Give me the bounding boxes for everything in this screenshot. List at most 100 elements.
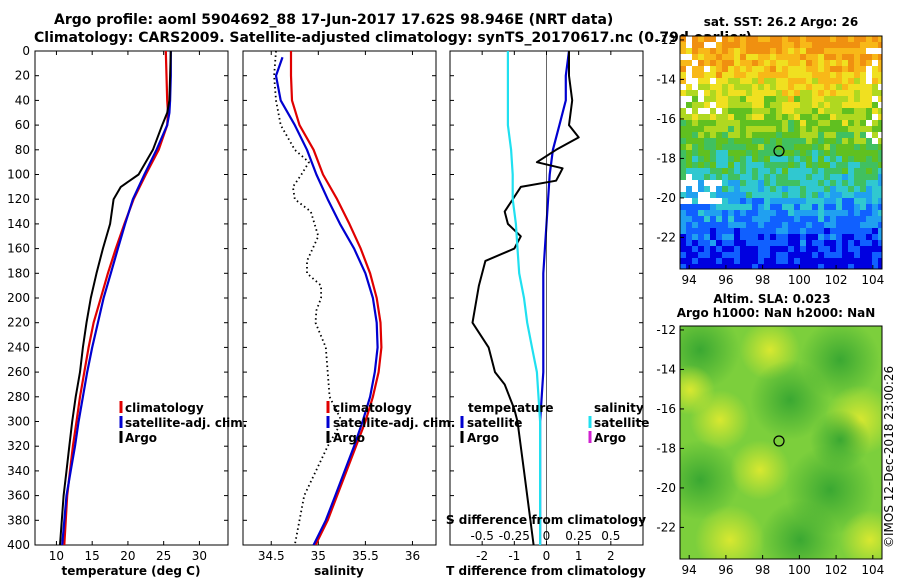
- sst-map-cell: [722, 108, 728, 114]
- sst-map-cell: [752, 222, 758, 228]
- sst-map-cell: [788, 108, 794, 114]
- sst-map-cell: [830, 240, 836, 246]
- sst-map-cell: [872, 132, 878, 138]
- sst-map-cell: [704, 54, 710, 60]
- sst-map-cell: [824, 144, 830, 150]
- sst-map-cell: [800, 72, 806, 78]
- sst-map-cell: [686, 72, 692, 78]
- sst-map-cell: [794, 72, 800, 78]
- sst-map-cell: [692, 36, 698, 42]
- sst-map-cell: [866, 252, 872, 258]
- difference-series: [471, 51, 580, 545]
- sst-map-cell: [764, 150, 770, 156]
- sst-map-cell: [842, 168, 848, 174]
- sst-map-cell: [764, 210, 770, 216]
- sst-map-cell: [704, 150, 710, 156]
- sst-map-cell: [752, 96, 758, 102]
- sst-map-cell: [734, 234, 740, 240]
- sst-map-cell: [872, 150, 878, 156]
- sst-map-cell: [716, 156, 722, 162]
- sst-map-cell: [692, 144, 698, 150]
- sst-map-cell: [728, 168, 734, 174]
- legend-label-argo: Argo: [125, 431, 157, 445]
- sst-map-cell: [746, 186, 752, 192]
- sst-map-cell: [806, 102, 812, 108]
- sst-map-cell: [812, 126, 818, 132]
- sst-map-cell: [764, 102, 770, 108]
- sst-map-cell: [698, 198, 704, 204]
- sla-map-blob: [680, 440, 740, 520]
- sst-map-cell: [848, 48, 854, 54]
- sst-map-cell: [848, 90, 854, 96]
- sst-map-cell: [788, 264, 794, 269]
- depth-tick-label: 180: [7, 266, 30, 280]
- sst-map-cell: [776, 126, 782, 132]
- sst-map-cell: [704, 168, 710, 174]
- sst-map-cell: [776, 204, 782, 210]
- sst-map-cell: [848, 150, 854, 156]
- sst-map-cell: [710, 144, 716, 150]
- sst-map-frame: [679, 35, 883, 270]
- series-line-climatology: [63, 51, 170, 545]
- sst-map-cell: [848, 252, 854, 258]
- x-tick-label: 0: [543, 549, 551, 563]
- sst-map-cell: [842, 90, 848, 96]
- sst-map-cell: [788, 132, 794, 138]
- sst-map-cell: [722, 36, 728, 42]
- sst-map-cell: [704, 96, 710, 102]
- sst-map-cell: [722, 132, 728, 138]
- sst-map-cell: [698, 252, 704, 258]
- sst-map-cell: [776, 180, 782, 186]
- sst-map-cell: [716, 126, 722, 132]
- sst-map-cell: [698, 174, 704, 180]
- sst-map-cell: [740, 216, 746, 222]
- sst-map-cell: [842, 78, 848, 84]
- sst-map-cell: [722, 66, 728, 72]
- sst-map-cell: [758, 228, 764, 234]
- sst-map-cell: [752, 66, 758, 72]
- sst-map-cell: [758, 192, 764, 198]
- sst-map-cell: [818, 162, 824, 168]
- sst-map-cell: [680, 204, 686, 210]
- sst-map-cell: [836, 204, 842, 210]
- x-tick-label: 25: [156, 549, 171, 563]
- sst-map-cell: [830, 264, 836, 269]
- sst-map-cell: [722, 114, 728, 120]
- sst-map-cell: [698, 102, 704, 108]
- sst-map-cell: [854, 162, 860, 168]
- sst-map-cell: [812, 54, 818, 60]
- sst-map-cell: [716, 192, 722, 198]
- sst-map-cell: [770, 210, 776, 216]
- sst-map-cell: [782, 42, 788, 48]
- sst-map-cell: [734, 258, 740, 264]
- sst-map-cell: [698, 264, 704, 269]
- sst-map-cell: [824, 156, 830, 162]
- sst-map-cell: [788, 180, 794, 186]
- sst-map-cell: [758, 180, 764, 186]
- sdiff-tick-label: 0: [543, 529, 551, 543]
- sst-map-cell: [698, 192, 704, 198]
- sst-map-cell: [818, 222, 824, 228]
- sst-map-cell: [812, 204, 818, 210]
- sst-map-cell: [872, 252, 878, 258]
- sst-map-cell: [818, 216, 824, 222]
- sst-map-cell: [788, 216, 794, 222]
- sst-map-cell: [716, 186, 722, 192]
- sla-map-blob: [750, 360, 830, 440]
- sst-map-cell: [710, 216, 716, 222]
- sst-map-cell: [860, 66, 866, 72]
- sst-map-cell: [872, 102, 878, 108]
- sst-map-cell: [680, 156, 686, 162]
- sst-map-cell: [842, 114, 848, 120]
- sst-map-cell: [758, 114, 764, 120]
- sst-map-cell: [800, 258, 806, 264]
- sst-map-cell: [878, 192, 882, 198]
- sst-map-cell: [842, 60, 848, 66]
- sst-map-cell: [776, 102, 782, 108]
- sst-map-cell: [746, 114, 752, 120]
- sst-map-cell: [734, 150, 740, 156]
- sst-map-cell: [800, 216, 806, 222]
- sst-map-cell: [866, 204, 872, 210]
- sst-map-cell: [824, 72, 830, 78]
- sst-map-cell: [848, 108, 854, 114]
